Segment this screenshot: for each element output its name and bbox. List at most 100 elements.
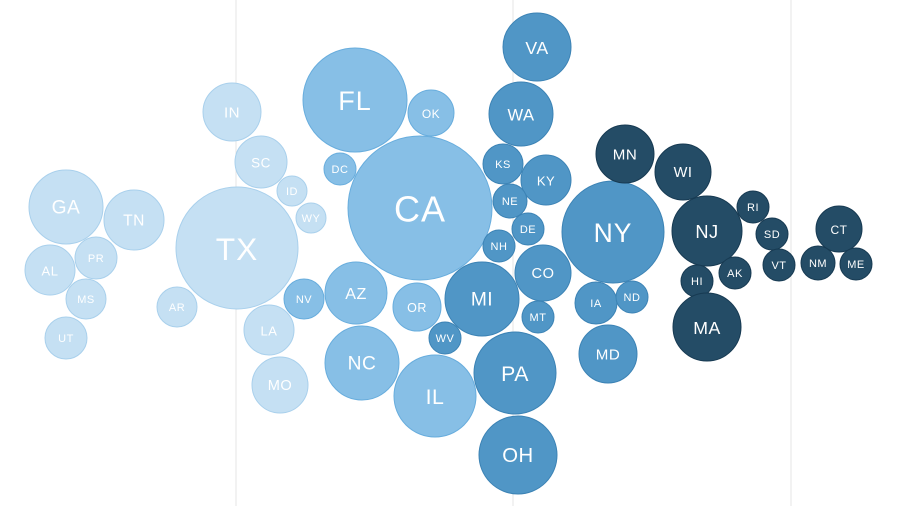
bubble-mt[interactable]: MT [521,300,555,334]
bubble-sc[interactable]: SC [234,135,288,189]
bubble-circle-co[interactable] [514,244,572,302]
bubble-ny[interactable]: NY [561,180,665,284]
bubble-hi[interactable]: HI [680,264,714,298]
bubble-circle-nc[interactable] [324,325,400,401]
bubble-circle-sc[interactable] [234,135,288,189]
bubble-fl[interactable]: FL [302,47,408,153]
bubble-circle-dc[interactable] [323,152,357,186]
bubble-ca[interactable]: CA [347,135,493,281]
bubble-mn[interactable]: MN [595,124,655,184]
bubble-ar[interactable]: AR [156,286,198,328]
bubble-circle-ks[interactable] [482,143,524,185]
bubble-sd[interactable]: SD [755,217,789,251]
bubble-circle-ar[interactable] [156,286,198,328]
bubble-wi[interactable]: WI [654,143,712,201]
bubble-ok[interactable]: OK [407,89,455,137]
bubble-az[interactable]: AZ [324,261,388,325]
bubble-ky[interactable]: KY [520,154,572,206]
bubble-nh[interactable]: NH [482,229,516,263]
bubble-ri[interactable]: RI [736,190,770,224]
bubble-circle-mt[interactable] [521,300,555,334]
bubble-tx[interactable]: TX [175,186,299,310]
bubble-ga[interactable]: GA [28,169,104,245]
bubble-al[interactable]: AL [24,244,76,296]
bubble-circle-fl[interactable] [302,47,408,153]
bubble-circle-nj[interactable] [671,195,743,267]
bubble-mi[interactable]: MI [444,261,520,337]
bubble-circle-nm[interactable] [800,245,836,281]
bubble-wv[interactable]: WV [428,321,462,355]
bubble-ma[interactable]: MA [672,292,742,362]
bubble-circle-nd[interactable] [615,280,649,314]
bubble-circle-me[interactable] [839,247,873,281]
bubble-nv[interactable]: NV [283,278,325,320]
bubble-va[interactable]: VA [502,12,572,82]
bubble-ak[interactable]: AK [718,256,752,290]
bubble-me[interactable]: ME [839,247,873,281]
bubble-circle-id[interactable] [276,175,308,207]
bubble-circle-va[interactable] [502,12,572,82]
bubble-il[interactable]: IL [393,354,477,438]
bubble-nj[interactable]: NJ [671,195,743,267]
bubble-circle-nv[interactable] [283,278,325,320]
bubble-circle-al[interactable] [24,244,76,296]
bubble-circle-nh[interactable] [482,229,516,263]
bubble-circle-il[interactable] [393,354,477,438]
bubble-circle-mn[interactable] [595,124,655,184]
bubble-dc[interactable]: DC [323,152,357,186]
bubble-la[interactable]: LA [243,304,295,356]
bubble-circle-ny[interactable] [561,180,665,284]
bubble-circle-sd[interactable] [755,217,789,251]
bubble-circle-wv[interactable] [428,321,462,355]
bubble-id[interactable]: ID [276,175,308,207]
bubble-circle-wi[interactable] [654,143,712,201]
bubble-circle-ut[interactable] [44,316,88,360]
bubble-circle-ne[interactable] [492,183,528,219]
bubble-circle-tx[interactable] [175,186,299,310]
bubble-wy[interactable]: WY [295,202,327,234]
bubble-circle-pr[interactable] [74,236,118,280]
bubble-circle-ok[interactable] [407,89,455,137]
bubble-ut[interactable]: UT [44,316,88,360]
bubble-de[interactable]: DE [511,212,545,246]
bubble-in[interactable]: IN [202,82,262,142]
bubble-circle-md[interactable] [578,324,638,384]
bubble-vt[interactable]: VT [762,248,796,282]
bubble-circle-az[interactable] [324,261,388,325]
bubble-circle-tn[interactable] [103,189,165,251]
bubble-ks[interactable]: KS [482,143,524,185]
bubble-circle-wa[interactable] [488,81,554,147]
bubble-nm[interactable]: NM [800,245,836,281]
bubble-nd[interactable]: ND [615,280,649,314]
bubble-circle-mi[interactable] [444,261,520,337]
bubble-ia[interactable]: IA [574,281,618,325]
bubble-circle-oh[interactable] [478,415,558,495]
bubble-ne[interactable]: NE [492,183,528,219]
bubble-tn[interactable]: TN [103,189,165,251]
bubble-pr[interactable]: PR [74,236,118,280]
bubble-ct[interactable]: CT [815,205,863,253]
bubble-pa[interactable]: PA [473,331,557,415]
bubble-circle-in[interactable] [202,82,262,142]
bubble-circle-ca[interactable] [347,135,493,281]
bubble-circle-de[interactable] [511,212,545,246]
bubble-co[interactable]: CO [514,244,572,302]
bubble-circle-or[interactable] [392,282,442,332]
bubble-circle-pa[interactable] [473,331,557,415]
bubble-circle-ga[interactable] [28,169,104,245]
bubble-oh[interactable]: OH [478,415,558,495]
bubble-circle-ms[interactable] [65,278,107,320]
bubble-circle-mo[interactable] [251,356,309,414]
bubble-circle-ma[interactable] [672,292,742,362]
bubble-circle-vt[interactable] [762,248,796,282]
bubble-or[interactable]: OR [392,282,442,332]
bubble-ms[interactable]: MS [65,278,107,320]
bubble-circle-la[interactable] [243,304,295,356]
bubble-circle-ky[interactable] [520,154,572,206]
bubble-md[interactable]: MD [578,324,638,384]
bubble-circle-ct[interactable] [815,205,863,253]
bubble-circle-ak[interactable] [718,256,752,290]
bubble-circle-wy[interactable] [295,202,327,234]
bubble-circle-ri[interactable] [736,190,770,224]
bubble-wa[interactable]: WA [488,81,554,147]
